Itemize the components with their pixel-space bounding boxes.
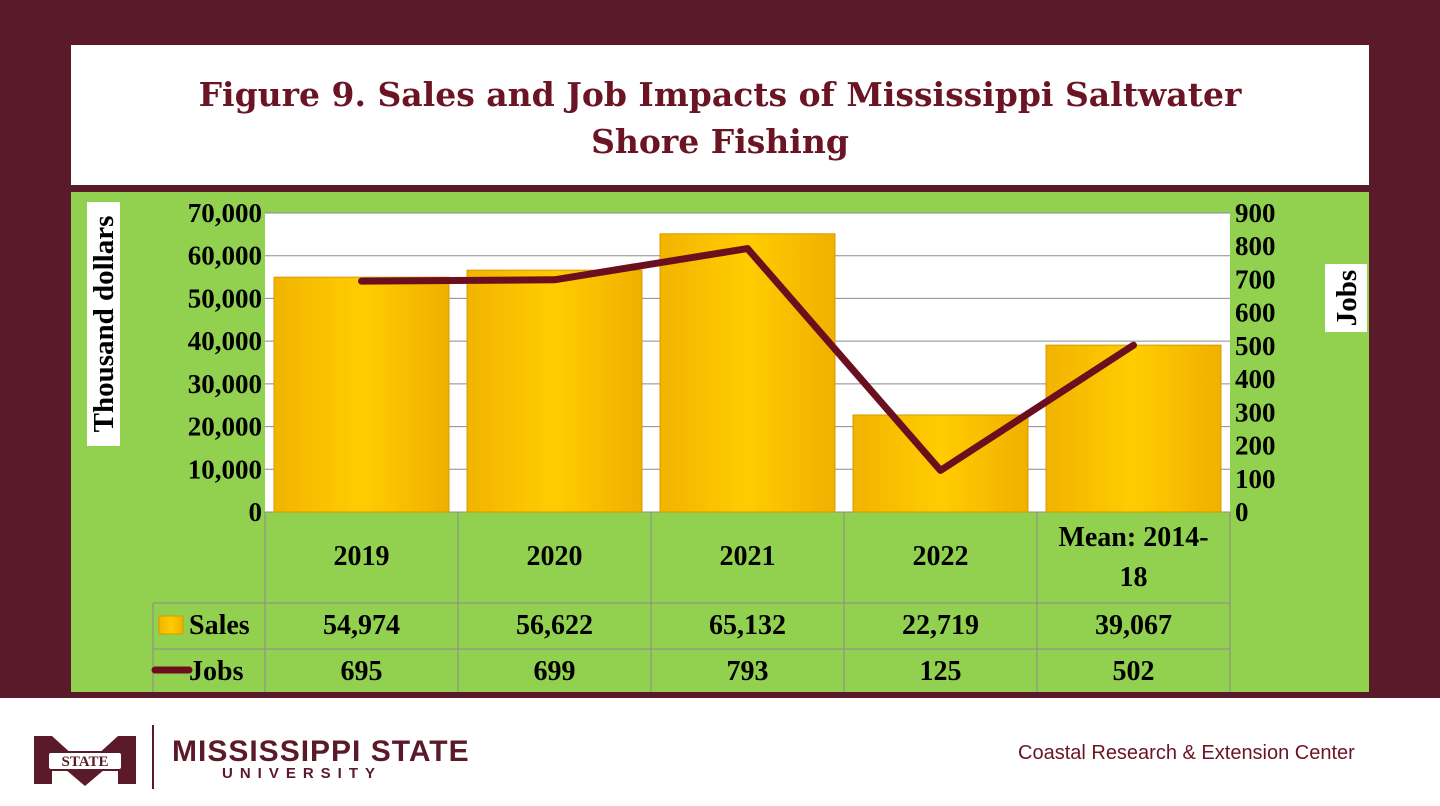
y2-tick-label: 600 — [1235, 298, 1276, 328]
y-tick-label: 70,000 — [188, 198, 262, 228]
bar-sales — [659, 233, 836, 513]
x-category-label: 18 — [1120, 562, 1148, 593]
y2-tick-label: 400 — [1235, 364, 1276, 394]
y2-tick-label: 100 — [1235, 464, 1276, 494]
legend-jobs-label: Jobs — [189, 656, 244, 687]
footer-divider — [152, 725, 154, 789]
bar-sales — [273, 276, 450, 513]
x-category-label: 2022 — [913, 541, 969, 572]
y-axis-title: Thousand dollars — [88, 216, 120, 433]
y2-tick-label: 0 — [1235, 497, 1249, 527]
legend-sales-swatch — [158, 615, 184, 635]
center-name: Coastal Research & Extension Center — [1018, 742, 1355, 764]
x-category-label: 2019 — [334, 541, 390, 572]
y-axis-title-box — [87, 202, 120, 446]
y-tick-label: 30,000 — [188, 369, 262, 399]
y2-tick-label: 700 — [1235, 264, 1276, 294]
line-jobs — [358, 245, 1137, 474]
y2-axis-title: Jobs — [1331, 270, 1363, 326]
chart-title: Figure 9. Sales and Job Impacts of Missi… — [71, 71, 1369, 165]
y-tick-label: 60,000 — [188, 241, 262, 271]
chart-panel: 0 10,000 20,000 30,000 40,000 50,000 60,000 70,… — [71, 192, 1369, 692]
chart-title-line-1: Figure 9. Sales and Job Impacts of Missi… — [198, 75, 1242, 114]
bar-sales — [1045, 344, 1222, 513]
msu-logo-icon: STATE — [34, 736, 136, 786]
jobs-value: 695 — [341, 656, 383, 687]
sales-value: 65,132 — [709, 610, 786, 641]
x-category-label: 2020 — [527, 541, 583, 572]
chart-title-line-2: Shore Fishing — [591, 122, 849, 161]
y-tick-label: 0 — [249, 497, 263, 527]
y2-tick-label: 300 — [1235, 397, 1276, 427]
sales-value: 39,067 — [1095, 610, 1172, 641]
y2-tick-label: 200 — [1235, 431, 1276, 461]
bar-sales — [466, 269, 643, 513]
combo-chart: 0 10,000 20,000 30,000 40,000 50,000 60,000 70,… — [87, 198, 1367, 692]
y-tick-label: 20,000 — [188, 412, 262, 442]
jobs-value: 699 — [534, 656, 576, 687]
legend-sales-label: Sales — [189, 610, 250, 641]
jobs-value: 125 — [920, 656, 962, 687]
sales-value: 22,719 — [902, 610, 979, 641]
y-tick-label: 10,000 — [188, 454, 262, 484]
y2-tick-label: 500 — [1235, 331, 1276, 361]
sales-value: 56,622 — [516, 610, 593, 641]
y-tick-label: 50,000 — [188, 283, 262, 313]
title-box: Figure 9. Sales and Job Impacts of Missi… — [71, 45, 1369, 185]
logo-text: STATE — [62, 754, 109, 770]
y2-axis-title-box — [1325, 264, 1367, 332]
x-category-label: 2021 — [720, 541, 776, 572]
university-sub: UNIVERSITY — [222, 765, 383, 782]
jobs-value: 502 — [1113, 656, 1155, 687]
y-tick-label: 40,000 — [188, 326, 262, 356]
y2-tick-label: 900 — [1235, 198, 1276, 228]
university-name: MISSISSIPPI STATE — [172, 735, 470, 768]
sales-value: 54,974 — [323, 610, 400, 641]
y2-tick-label: 800 — [1235, 231, 1276, 261]
jobs-value: 793 — [727, 656, 769, 687]
x-category-label: Mean: 2014- — [1058, 522, 1208, 553]
